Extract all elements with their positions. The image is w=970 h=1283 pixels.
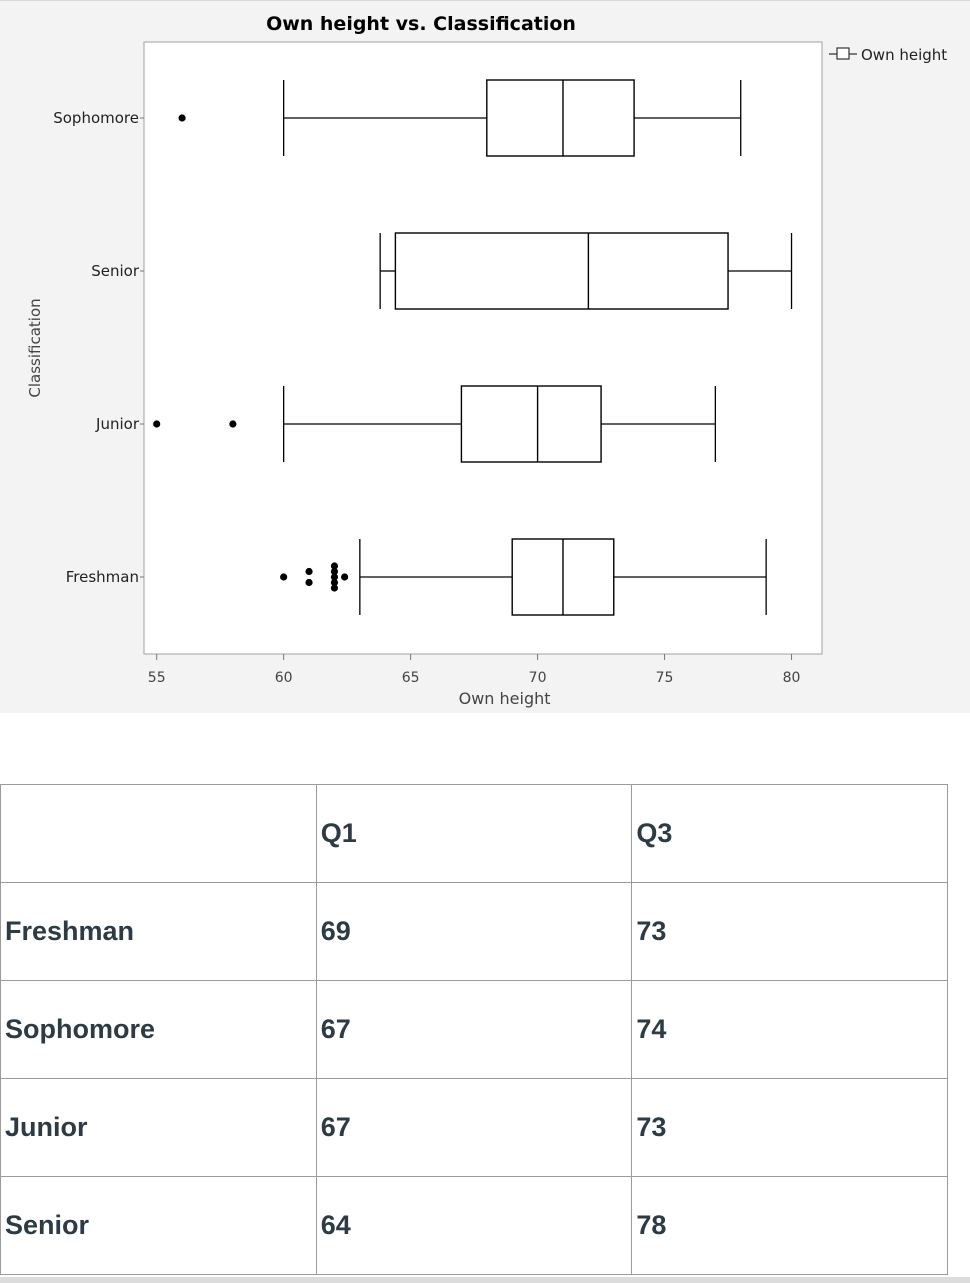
q1-cell: 67 — [315, 1078, 633, 1177]
q3-cell: 73 — [631, 1078, 948, 1177]
outlier-point — [330, 578, 339, 587]
legend-label: Own height — [861, 46, 947, 64]
q3-cell: 78 — [631, 1176, 948, 1275]
category-label: Sophomore — [53, 109, 139, 127]
x-tick-label: 80 — [783, 670, 801, 686]
plot-area — [143, 41, 823, 655]
x-tick-label: 55 — [148, 670, 166, 686]
bottom-divider — [0, 1277, 970, 1283]
table-row: Junior 67 73 — [0, 1078, 948, 1177]
row-label: Senior — [0, 1176, 317, 1275]
row-label: Freshman — [0, 882, 317, 981]
category-label: Freshman — [66, 568, 139, 586]
iqr-box — [460, 385, 602, 463]
outlier-point — [330, 584, 339, 592]
x-tick-label: 70 — [529, 670, 547, 686]
legend-box-icon — [836, 47, 850, 60]
outlier-point — [153, 420, 161, 428]
row-label: Sophomore — [0, 980, 317, 1079]
stats-table: Q1 Q3 Freshman 69 73 Sophomore 67 74 Jun… — [0, 784, 948, 1275]
outlier-point — [330, 562, 339, 570]
header-cell-q1: Q1 — [315, 784, 633, 883]
row-label: Junior — [0, 1078, 317, 1177]
outlier-point — [178, 114, 186, 122]
boxplot-chart: Own height vs. Classification 55 60 65 70 75 8… — [26, 13, 947, 708]
q3-cell: 74 — [631, 980, 948, 1079]
category-label: Junior — [95, 415, 140, 433]
outlier-point — [280, 573, 288, 581]
outlier-point — [330, 573, 339, 581]
chart-panel: Own height vs. Classification 55 60 65 70 75 8… — [0, 0, 970, 713]
x-tick-label: 65 — [402, 670, 420, 686]
outlier-point — [305, 578, 313, 587]
quartile-table: Q1 Q3 Freshman 69 73 Sophomore 67 74 Jun… — [0, 784, 948, 1275]
table-row: Sophomore 67 74 — [0, 980, 948, 1079]
outlier-point — [305, 567, 313, 576]
q3-cell: 73 — [631, 882, 948, 981]
x-axis-label: Own height — [459, 689, 551, 708]
outlier-point — [330, 567, 339, 576]
table-row: Senior 64 78 — [0, 1176, 948, 1275]
header-cell-q3: Q3 — [631, 784, 948, 883]
table-header-row: Q1 Q3 — [0, 784, 948, 883]
x-tick-label: 60 — [275, 670, 293, 686]
q1-cell: 64 — [315, 1176, 633, 1275]
y-axis-label: Classification — [26, 298, 44, 397]
category-label: Senior — [91, 262, 140, 280]
q1-cell: 67 — [315, 980, 633, 1079]
chart-title: Own height vs. Classification — [266, 13, 576, 35]
outlier-point — [341, 573, 349, 581]
table-row: Freshman 69 73 — [0, 882, 948, 981]
outlier-point — [229, 420, 237, 428]
iqr-box — [486, 79, 635, 157]
iqr-box — [394, 232, 729, 310]
x-tick-label: 75 — [656, 670, 674, 686]
q1-cell: 69 — [315, 882, 633, 981]
header-cell — [0, 784, 317, 883]
